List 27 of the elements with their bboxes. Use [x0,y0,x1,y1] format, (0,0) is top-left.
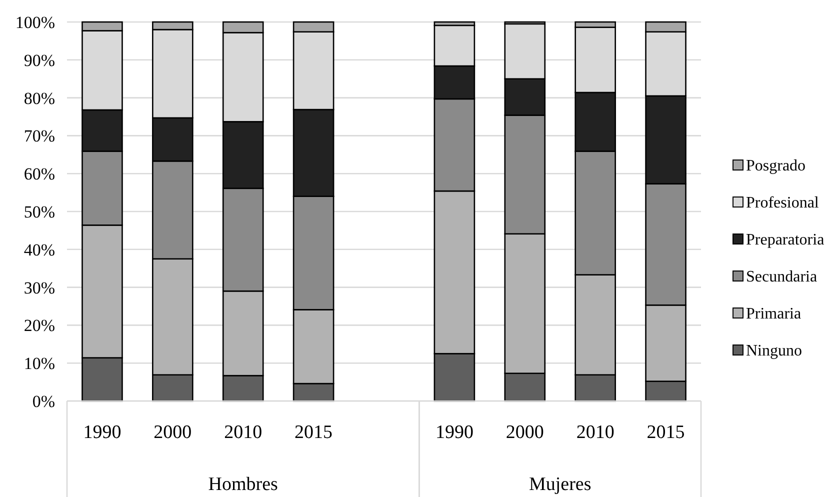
x-tick-label: 2000 [154,422,192,443]
x-tick-label: 2015 [294,422,333,443]
y-tick-label: 70% [24,126,55,146]
legend-label: Ninguno [746,342,802,360]
text: Mujeres [528,474,592,495]
legend-label: Posgrado [746,158,806,175]
y-tick-label: 20% [24,316,55,336]
legend-label: Primaria [746,306,802,323]
y-tick-label: 80% [24,88,55,108]
x-tick-label: 2000 [506,422,544,443]
legend-label: Profesional [746,194,820,212]
y-tick-label: 90% [24,50,55,70]
y-tick-label: 40% [24,240,55,260]
y-tick-label: 60% [24,164,55,184]
y-tick-label: 10% [24,354,55,374]
y-tick-label: 50% [24,202,55,222]
y-tick-label: 100% [15,12,55,32]
text: Hombres [208,474,278,495]
y-tick-label: 0% [32,392,55,411]
x-tick-label: 1990 [435,422,474,443]
x-tick-label: 2010 [576,422,614,443]
y-tick-label: 30% [24,278,55,298]
x-tick-label: 1990 [83,422,122,443]
x-tick-label: 2015 [646,422,685,443]
legend-label: Preparatoria [746,232,824,249]
legend-label: Secundaria [746,268,818,286]
x-tick-label: 2010 [224,422,262,443]
